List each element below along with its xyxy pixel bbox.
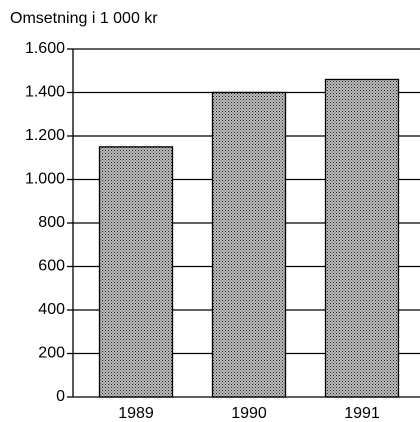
x-tick-label: 1991 <box>344 405 380 422</box>
y-tick-label: 1.600 <box>25 40 65 57</box>
bar <box>211 91 287 398</box>
y-tick-label: 800 <box>38 214 65 231</box>
x-tick-label: 1990 <box>231 405 267 422</box>
y-tick-label: 200 <box>38 345 65 362</box>
y-tick-label: 0 <box>56 388 65 405</box>
y-tick-label: 600 <box>38 258 65 275</box>
chart-title: Omsetning i 1 000 kr <box>10 10 158 27</box>
x-tick-label: 1989 <box>118 405 154 422</box>
bar <box>324 78 400 398</box>
y-tick-label: 1.400 <box>25 84 65 101</box>
y-tick-label: 1.200 <box>25 127 65 144</box>
y-tick-label: 1.000 <box>25 171 65 188</box>
y-tick-label: 400 <box>38 301 65 318</box>
bar <box>98 146 174 398</box>
